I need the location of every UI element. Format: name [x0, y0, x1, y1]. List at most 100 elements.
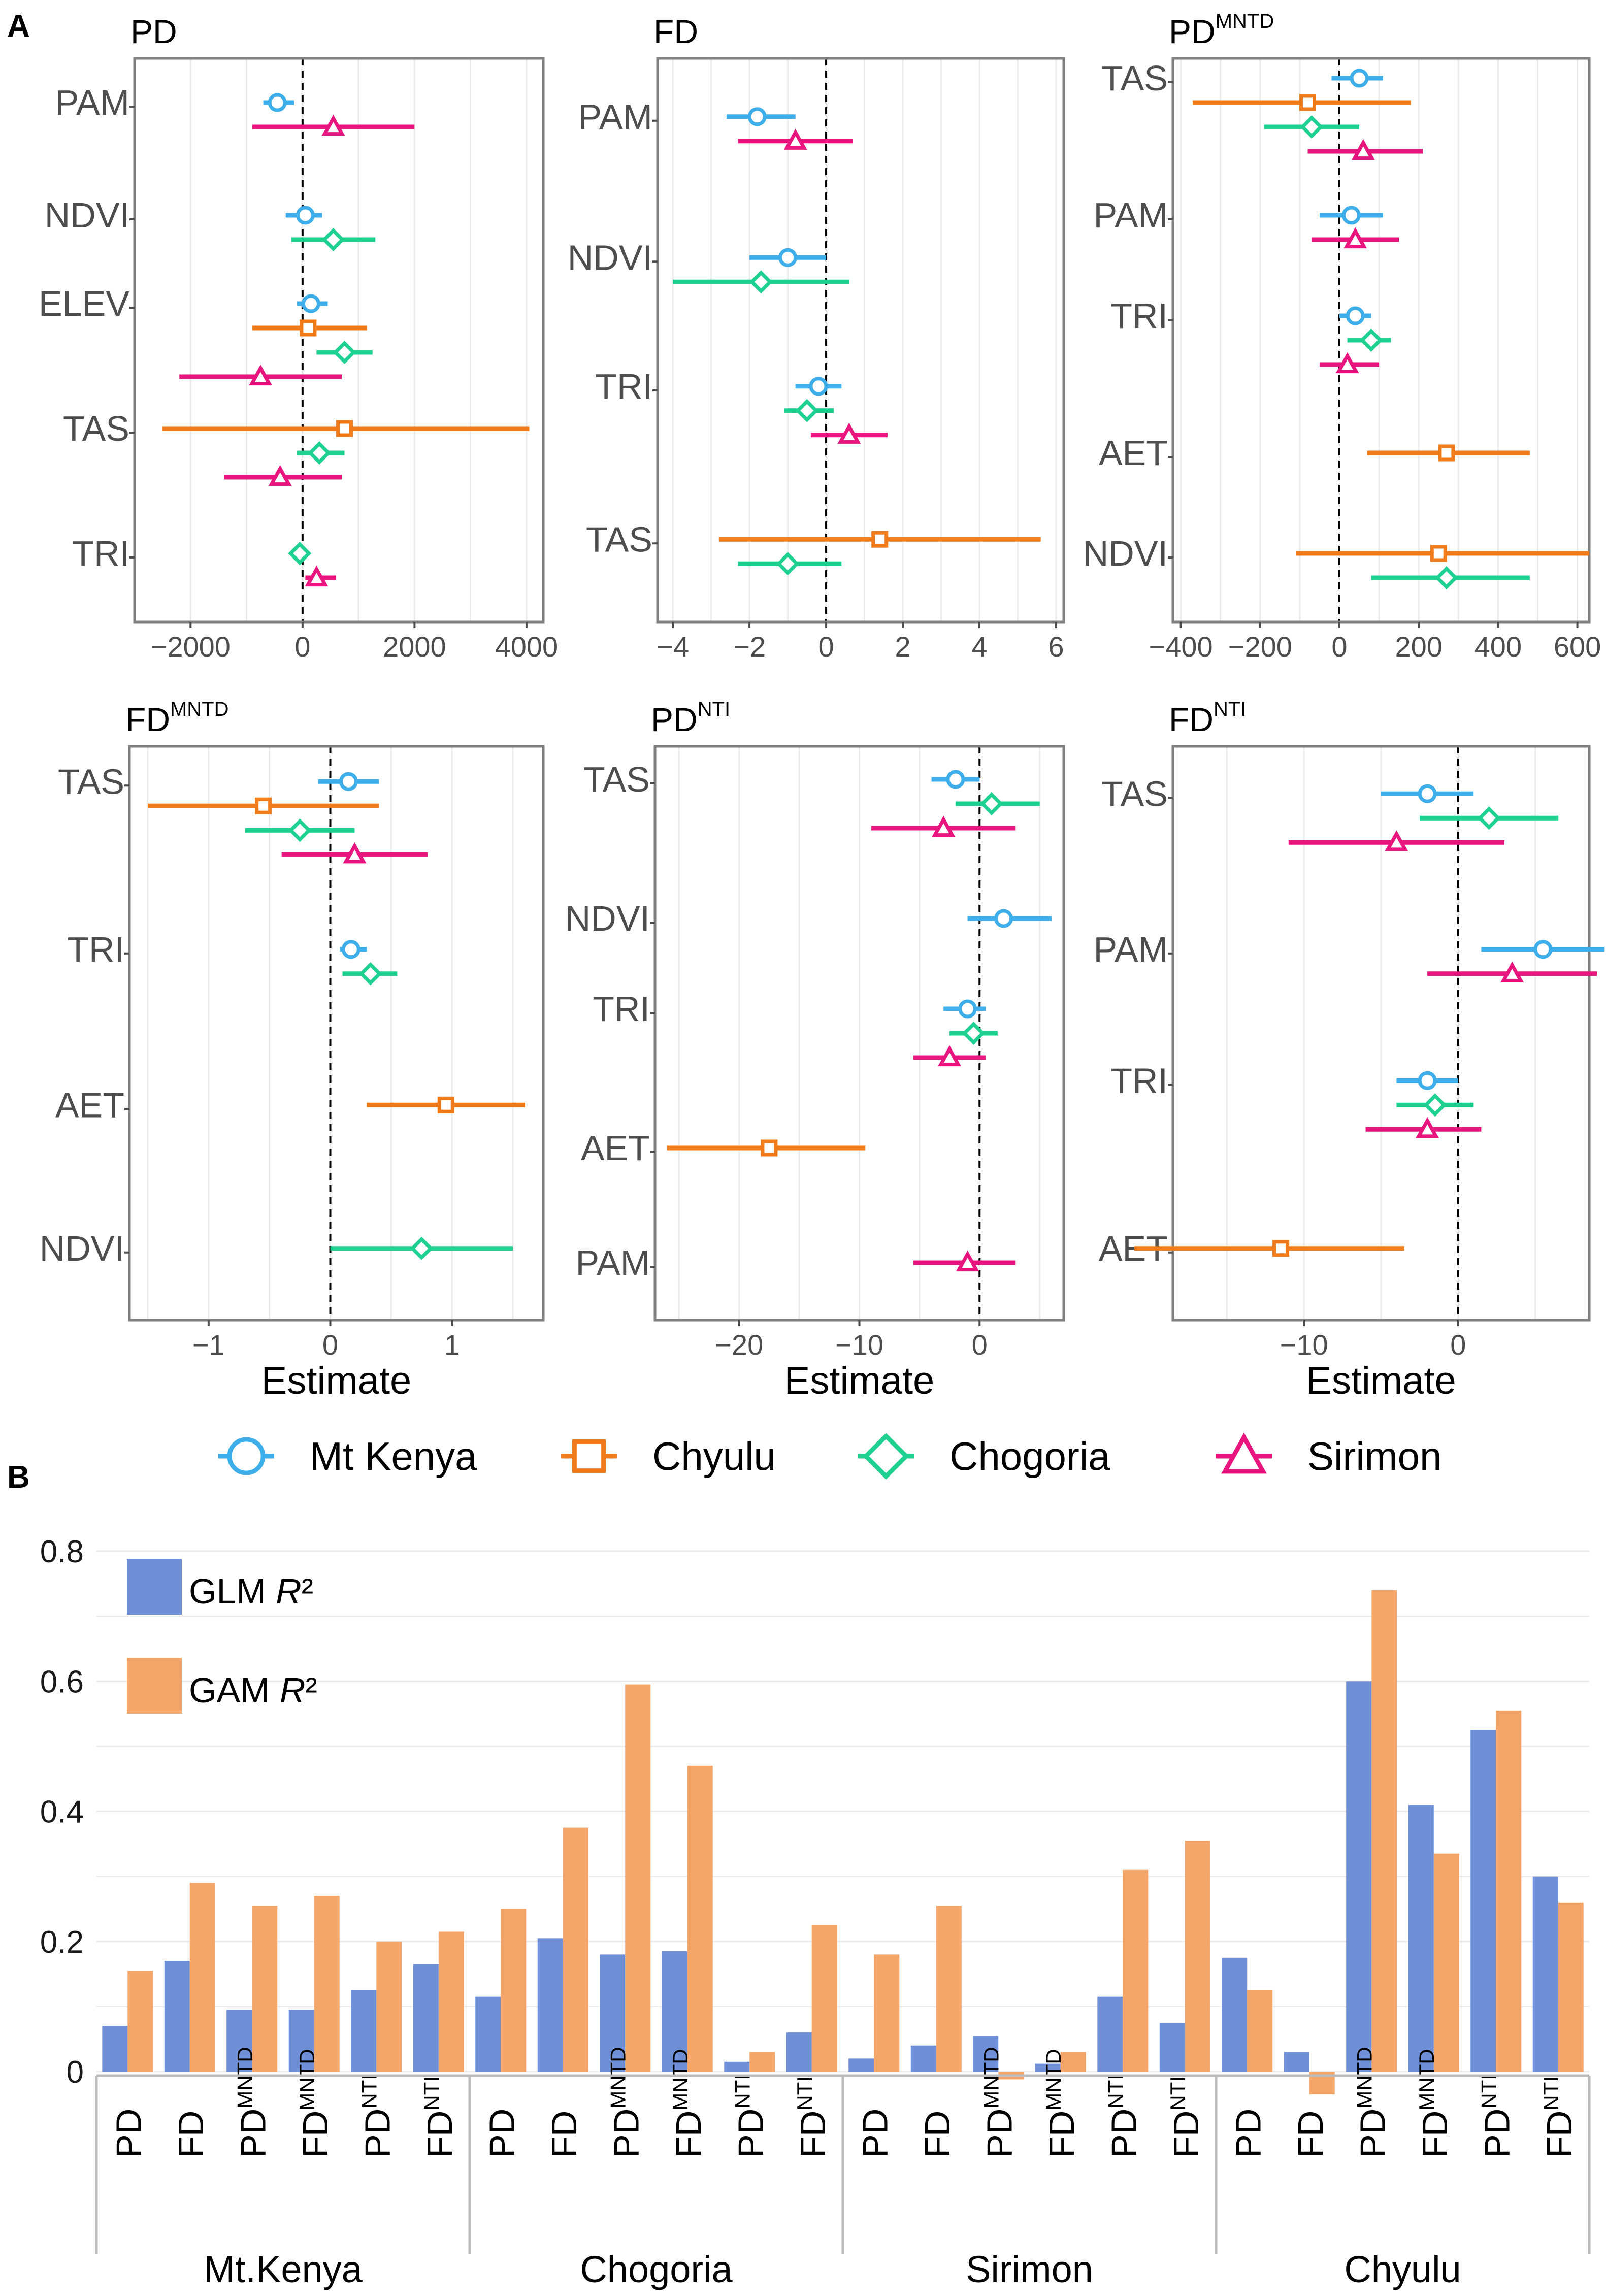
x-tick-label: −1 — [192, 1329, 225, 1361]
panel-title-sup: MNTD — [1216, 10, 1274, 32]
row-label: TRI — [67, 930, 124, 969]
row-label: NDVI — [1083, 534, 1168, 573]
row-label: AET — [1099, 433, 1168, 473]
category-label: FDNTI — [793, 2076, 833, 2158]
category-base: FD — [917, 2111, 957, 2158]
category-base: PD — [1104, 2109, 1143, 2158]
category-sup: MNTD — [606, 2047, 630, 2108]
point-chogoria — [795, 399, 819, 422]
point-chogoria — [1477, 806, 1501, 830]
point-sirimon — [1351, 139, 1375, 160]
x-tick-label: 0 — [1450, 1329, 1466, 1361]
row-label: TAS — [63, 409, 129, 448]
category-sup: NTI — [730, 2074, 754, 2109]
panel-title-base: PD — [1169, 13, 1216, 50]
category-base: PD — [731, 2109, 770, 2158]
category-label: FDNTI — [419, 2076, 460, 2158]
row-label: AET — [581, 1128, 650, 1168]
category-label: FDNTI — [1166, 2076, 1206, 2158]
x-tick-label: 1 — [444, 1329, 460, 1361]
category-base: FD — [544, 2111, 584, 2158]
bar-gam — [1123, 1869, 1149, 2072]
bar-glm — [600, 1954, 626, 2072]
panel-border — [1171, 745, 1591, 1322]
bar-gam — [563, 1827, 588, 2072]
row-label: TRI — [1110, 1061, 1168, 1100]
bar-glm — [786, 2032, 812, 2072]
row-label: NDVI — [45, 195, 129, 235]
point-sirimon — [1416, 1117, 1439, 1138]
point-chyulu — [1438, 444, 1455, 462]
x-tick-label: 6 — [1048, 631, 1064, 663]
legend-circle-icon — [227, 1437, 266, 1475]
point-chogoria — [321, 228, 345, 251]
row-label: TRI — [593, 989, 650, 1029]
forest-panel: FD −4 −2 0 2 4 6 PAM NDVI TRI TAS — [568, 13, 1065, 663]
x-tick-label: −2 — [733, 631, 766, 663]
category-base: FD — [420, 2111, 460, 2158]
category-label: FDMNTD — [1041, 2049, 1081, 2158]
category-label: PDNTI — [730, 2074, 770, 2158]
forest-panel: PDNTI −20 −10 0 Estimate TAS NDVI TRI AET PAM — [565, 698, 1065, 1402]
bar-glm — [662, 1951, 687, 2072]
category-label: PD — [855, 2109, 895, 2158]
bar-gam — [189, 1883, 215, 2072]
point-mt_kenya — [747, 107, 767, 126]
bar-gam — [501, 1909, 527, 2072]
x-tick-label: −2000 — [151, 631, 231, 663]
x-tick-label: −10 — [835, 1329, 883, 1361]
category-sup: MNTD — [233, 2047, 256, 2108]
panel-title-sup: NTI — [1214, 698, 1246, 720]
point-mt_kenya — [296, 206, 315, 225]
category-label: PDNTI — [1103, 2074, 1143, 2158]
point-mt_kenya — [268, 93, 287, 112]
point-chogoria — [307, 441, 331, 465]
category-base: PD — [357, 2109, 397, 2158]
x-tick-label: 4 — [971, 631, 987, 663]
x-tick-label: 2 — [895, 631, 910, 663]
panel-title: FDNTI — [1169, 698, 1246, 738]
point-sirimon — [1385, 830, 1408, 851]
bar-gam — [1558, 1902, 1584, 2072]
x-tick-label: 200 — [1395, 631, 1442, 663]
x-tick-label: −400 — [1149, 631, 1213, 663]
row-label: ELEV — [39, 284, 129, 323]
bar-glm — [475, 1996, 501, 2072]
category-label: FDNTI — [1539, 2076, 1579, 2158]
point-chogoria — [979, 792, 1003, 815]
category-base: FD — [1539, 2111, 1579, 2158]
bar-glm — [724, 2061, 750, 2072]
r2-bar-chart: 00.20.40.60.8PD FD PDMNTDFDMNTDPDNTIFDNTIM… — [40, 1534, 1591, 2290]
row-label: NDVI — [568, 238, 652, 277]
bar-gam — [1185, 1841, 1210, 2072]
category-label: PD — [1228, 2109, 1268, 2158]
row-label: TRI — [595, 367, 652, 406]
category-label: FDMNTD — [295, 2049, 335, 2158]
row-label: PAM — [55, 83, 130, 122]
bar-gam — [1433, 1853, 1459, 2072]
point-chyulu — [255, 797, 272, 814]
panel-title-base: FD — [125, 701, 170, 738]
bar-glm — [973, 2036, 999, 2072]
group-label: Sirimon — [966, 2248, 1093, 2290]
point-mt_kenya — [958, 999, 977, 1019]
category-base: PD — [606, 2109, 646, 2158]
category-sup: MNTD — [1352, 2047, 1376, 2108]
point-mt_kenya — [994, 909, 1013, 928]
point-chogoria — [1423, 1093, 1447, 1117]
panel-title: PD — [130, 13, 177, 50]
point-sirimon — [268, 465, 292, 486]
category-label: FD — [917, 2111, 957, 2158]
category-sup: MNTD — [668, 2049, 692, 2110]
point-sirimon — [305, 565, 329, 587]
category-base: FD — [171, 2111, 211, 2158]
point-chogoria — [358, 962, 382, 986]
y-tick-label: 0.6 — [40, 1664, 84, 1699]
legend-label-tail: ² — [305, 1670, 317, 1710]
category-label: FD — [544, 2111, 584, 2158]
point-sirimon — [837, 422, 861, 444]
y-tick-label: 0.8 — [40, 1534, 84, 1569]
row-label: TAS — [583, 760, 650, 799]
x-tick-label: −200 — [1228, 631, 1292, 663]
